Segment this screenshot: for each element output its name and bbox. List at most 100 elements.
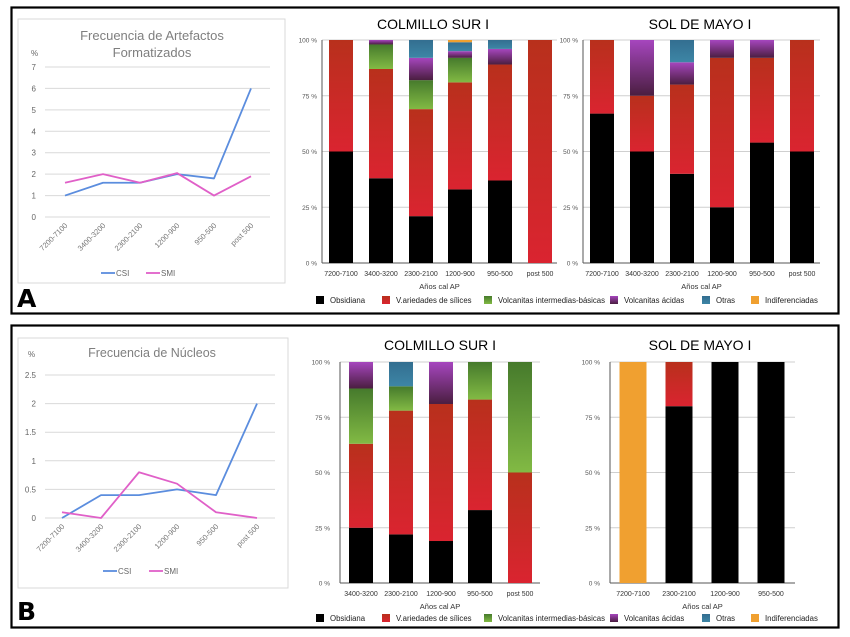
- legend-label-smi: SMI: [161, 269, 175, 278]
- x-tick-label: 3400-3200: [625, 271, 659, 278]
- y-tick-label: 1: [32, 457, 37, 466]
- chart-area: [17, 18, 286, 284]
- panel-b-label: B: [17, 597, 36, 626]
- y-tick-label: 0 %: [589, 581, 600, 588]
- bar-segment-variedades-de-silices: [790, 40, 814, 152]
- x-axis-title: Años cal AP: [682, 602, 722, 611]
- y-tick-label: 75 %: [302, 93, 317, 100]
- x-tick-label: 950-500: [749, 271, 775, 278]
- y-tick-label: 2: [32, 400, 37, 409]
- bar-chart-colmillo-sur-a: COLMILLO SUR I 0 % 25 % 50 % 75 % 100 % 7200-7…: [299, 16, 557, 291]
- legend-swatch-indiferenciadas: [751, 614, 759, 622]
- bar-segment-otras: [488, 40, 512, 49]
- bar-segment-volcanitas-acidas: [349, 362, 373, 389]
- legend-label-obsidiana: Obsidiana: [330, 296, 366, 305]
- legend-label-indiferenciadas: Indiferenciadas: [765, 614, 818, 623]
- bar-segment-obsidiana: [349, 527, 373, 583]
- panel-a-frame: [10, 6, 840, 315]
- y-tick-label: 0 %: [319, 581, 330, 588]
- legend-label-variedades-de-silices: V.ariedades de sílices: [396, 614, 472, 623]
- bar-segment-volcanitas-acidas: [750, 40, 774, 58]
- legend-label-csi: CSI: [118, 567, 131, 576]
- legend-label-otras: Otras: [716, 296, 735, 305]
- chart-title-line: Frecuencia de Núcleos: [88, 346, 216, 360]
- x-tick-label: 2300-2100: [665, 271, 699, 278]
- bar-segment-volcanitas-acidas: [630, 40, 654, 96]
- legend-label-volcanitas-acidas: Volcanitas ácidas: [624, 296, 684, 305]
- legend-swatch-obsidiana: [316, 614, 324, 622]
- y-tick-label: 1.5: [25, 428, 37, 437]
- bar-segment-variedades-de-silices: [329, 40, 353, 152]
- bar-segment-obsidiana: [468, 510, 492, 583]
- bar-segment-variedades-de-silices: [488, 64, 512, 181]
- bar-segment-variedades-de-silices: [750, 57, 774, 143]
- panel-a-label: A: [17, 284, 37, 313]
- bar-chart-sol-de-mayo-a: SOL DE MAYO I 0 % 25 % 50 % 75 % 100 % 7200-71…: [560, 16, 820, 291]
- x-tick-label: 2300-2100: [662, 591, 696, 598]
- bar-segment-obsidiana: [665, 406, 693, 583]
- y-tick-label: 0: [32, 213, 37, 222]
- x-tick-label: post 500: [789, 271, 816, 278]
- chart-title: COLMILLO SUR I: [377, 16, 489, 32]
- y-tick-label: 0.5: [25, 485, 37, 494]
- bar-segment-obsidiana: [790, 151, 814, 263]
- legend-label-smi: SMI: [164, 567, 178, 576]
- bar-segment-variedades-de-silices: [389, 410, 413, 535]
- bar-segment-variedades-de-silices: [665, 362, 693, 407]
- x-tick-label: 2300-2100: [384, 591, 418, 598]
- legend-swatch-volcanitas-acidas: [610, 614, 618, 622]
- bar-segment-obsidiana: [711, 362, 739, 583]
- bar-segment-volcanitas-intermedias-basicas: [389, 386, 413, 411]
- legend-label-otras: Otras: [716, 614, 735, 623]
- bar-segment-obsidiana: [750, 142, 774, 263]
- bar-segment-variedades-de-silices: [528, 40, 552, 263]
- legend-swatch-otras: [702, 296, 710, 304]
- x-tick-label: 950-500: [487, 271, 513, 278]
- legend-label-csi: CSI: [116, 269, 129, 278]
- y-tick-label: 50 %: [315, 470, 330, 477]
- x-tick-label: 3400-3200: [344, 591, 378, 598]
- x-axis-title: Años cal AP: [681, 282, 721, 291]
- legend-swatch-volcanitas-intermedias-basicas: [484, 296, 492, 304]
- line-chart-nucleos: Frecuencia de Núcleos%00.511.522.57200-7…: [17, 337, 289, 589]
- bar-segment-variedades-de-silices: [590, 40, 614, 114]
- bar-chart-sol-de-mayo-b: SOL DE MAYO I 0 % 25 % 50 % 75 % 100 % 7200-71…: [582, 337, 795, 611]
- legend-swatch-volcanitas-intermedias-basicas: [484, 614, 492, 622]
- y-tick-label: 25 %: [563, 205, 578, 212]
- y-tick-label: 100 %: [560, 38, 579, 45]
- y-tick-label: 75 %: [585, 415, 600, 422]
- chart-title: SOL DE MAYO I: [649, 337, 752, 353]
- bar-segment-variedades-de-silices: [349, 443, 373, 528]
- bar-segment-volcanitas-acidas: [488, 48, 512, 65]
- x-tick-label: 1200-900: [710, 591, 740, 598]
- y-tick-label: 3: [32, 149, 37, 158]
- legend-panel-b: Obsidiana V.ariedades de sílices Volcanita…: [316, 614, 818, 623]
- legend-swatch-variedades-de-silices: [382, 296, 390, 304]
- x-tick-label: post 500: [527, 271, 554, 278]
- y-tick-label: 100 %: [299, 38, 318, 45]
- series-line-csi: [61, 403, 258, 519]
- legend-label-volcanitas-intermedias-basicas: Volcanitas intermedias-básicas: [498, 296, 605, 305]
- y-tick-label: 2.5: [25, 371, 37, 380]
- bar-chart-colmillo-sur-b: COLMILLO SUR I 0 % 25 % 50 % 75 % 100 % 3400-3…: [312, 337, 540, 611]
- y-tick-label: 5: [32, 106, 37, 115]
- x-tick-label: 950-500: [467, 591, 493, 598]
- legend-swatch-volcanitas-acidas: [610, 296, 618, 304]
- x-tick-label: 3400-3200: [364, 271, 398, 278]
- y-tick-label: 25 %: [315, 525, 330, 532]
- legend-swatch-indiferenciadas: [751, 296, 759, 304]
- y-tick-label: 75 %: [563, 93, 578, 100]
- bar-segment-obsidiana: [488, 180, 512, 263]
- bar-segment-indiferenciadas: [448, 40, 472, 43]
- chart-title-line: Formatizados: [113, 45, 192, 60]
- bar-segment-volcanitas-intermedias-basicas: [508, 362, 532, 473]
- bar-segment-volcanitas-acidas: [710, 40, 734, 58]
- x-tick-label: 7200-7100: [616, 591, 650, 598]
- bar-segment-variedades-de-silices: [369, 68, 393, 179]
- line-chart-artefactos: Frecuencia de Artefactos Formatizados% 0 1 2…: [17, 18, 286, 284]
- bar-segment-obsidiana: [369, 178, 393, 263]
- y-tick-label: 25 %: [302, 205, 317, 212]
- legend-label-indiferenciadas: Indiferenciadas: [765, 296, 818, 305]
- y-tick-label: 7: [32, 63, 37, 72]
